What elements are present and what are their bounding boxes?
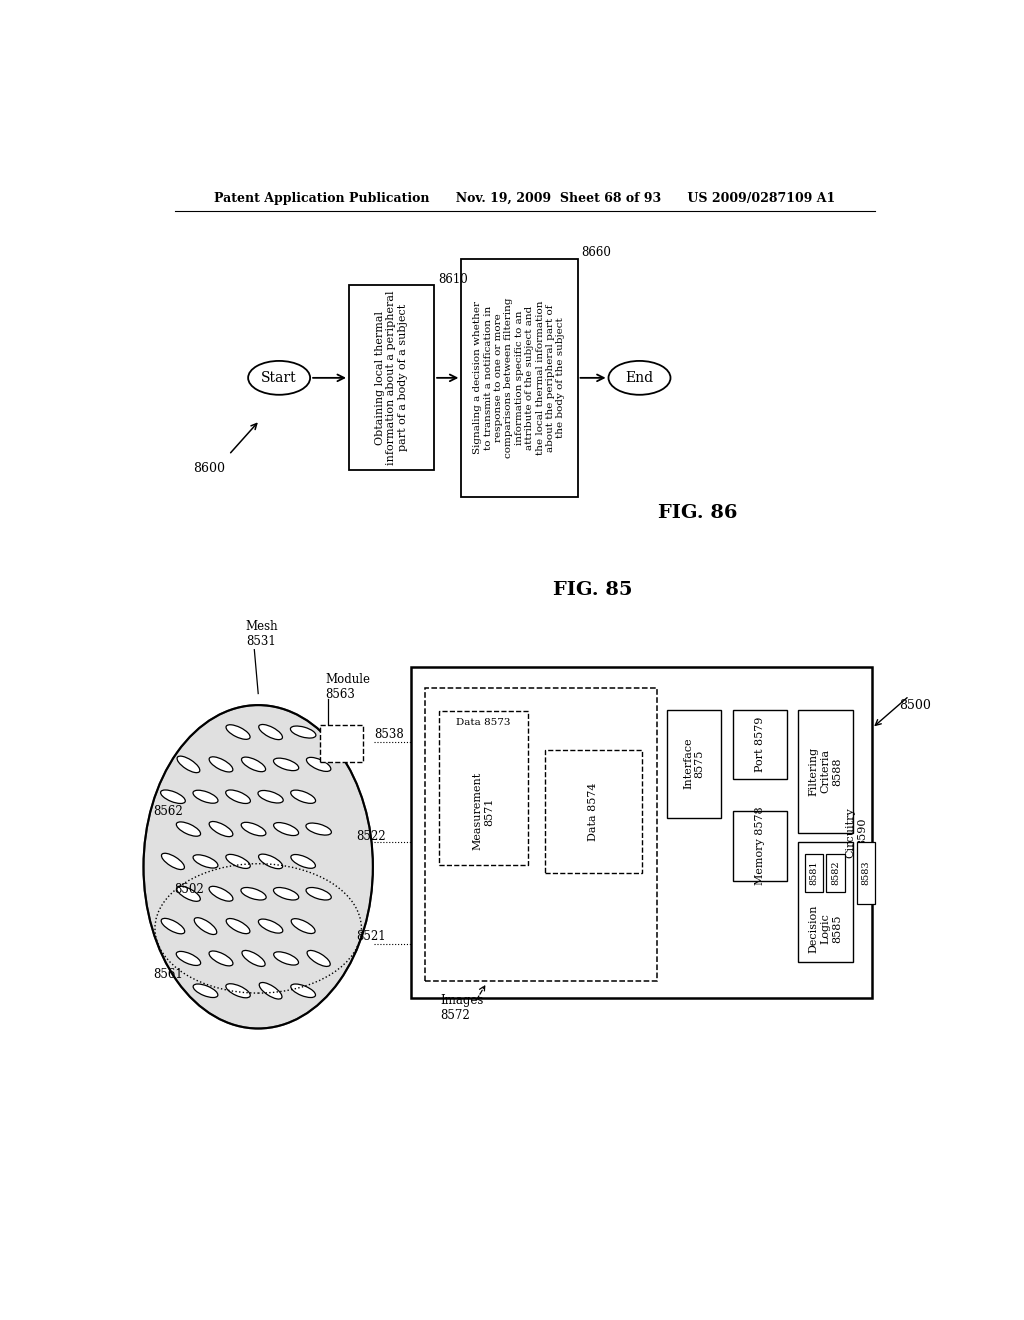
Ellipse shape: [241, 887, 266, 900]
Text: 8600: 8600: [194, 462, 225, 475]
Text: Circuitry
8590: Circuitry 8590: [846, 807, 867, 858]
Text: Data 8574: Data 8574: [589, 783, 598, 841]
Ellipse shape: [258, 919, 283, 933]
Ellipse shape: [209, 756, 232, 772]
Text: 8582: 8582: [831, 861, 840, 886]
Text: Interface
8575: Interface 8575: [683, 738, 705, 789]
Text: End: End: [626, 371, 653, 385]
Ellipse shape: [176, 952, 201, 965]
Ellipse shape: [226, 725, 250, 739]
Ellipse shape: [259, 725, 283, 739]
Ellipse shape: [242, 822, 266, 836]
Text: 8502: 8502: [174, 883, 204, 896]
Ellipse shape: [258, 854, 283, 869]
Text: Images
8572: Images 8572: [440, 994, 483, 1022]
Text: 8561: 8561: [153, 968, 182, 981]
Ellipse shape: [258, 791, 284, 803]
Text: Filtering
Criteria
8588: Filtering Criteria 8588: [809, 747, 842, 796]
Ellipse shape: [226, 983, 250, 998]
Ellipse shape: [225, 789, 251, 804]
Ellipse shape: [306, 887, 332, 900]
Text: Patent Application Publication      Nov. 19, 2009  Sheet 68 of 93      US 2009/0: Patent Application Publication Nov. 19, …: [214, 191, 836, 205]
Text: 8538: 8538: [375, 727, 404, 741]
Ellipse shape: [161, 789, 185, 804]
Ellipse shape: [608, 360, 671, 395]
Ellipse shape: [306, 758, 331, 771]
FancyBboxPatch shape: [856, 842, 876, 904]
Ellipse shape: [291, 854, 315, 869]
Ellipse shape: [143, 705, 373, 1028]
Ellipse shape: [273, 758, 299, 771]
Text: 8562: 8562: [153, 805, 182, 818]
Ellipse shape: [273, 822, 299, 836]
Text: Obtaining local thermal
information about a peripheral
part of a body of a subje: Obtaining local thermal information abou…: [375, 290, 409, 465]
FancyBboxPatch shape: [411, 667, 872, 998]
Ellipse shape: [193, 791, 218, 804]
FancyBboxPatch shape: [732, 812, 786, 880]
Ellipse shape: [209, 821, 232, 837]
Ellipse shape: [291, 919, 315, 933]
Ellipse shape: [177, 756, 200, 772]
Text: FIG. 86: FIG. 86: [657, 504, 737, 521]
Text: Port 8579: Port 8579: [755, 717, 765, 772]
FancyBboxPatch shape: [425, 688, 657, 981]
FancyBboxPatch shape: [805, 854, 823, 892]
Ellipse shape: [273, 952, 299, 965]
Ellipse shape: [273, 887, 299, 900]
Text: 8522: 8522: [356, 829, 386, 842]
Text: Start: Start: [261, 371, 297, 385]
Ellipse shape: [194, 983, 218, 998]
Text: 8583: 8583: [861, 861, 870, 886]
Ellipse shape: [209, 886, 232, 902]
Ellipse shape: [226, 919, 250, 933]
Ellipse shape: [248, 360, 310, 395]
Text: FIG. 85: FIG. 85: [553, 581, 633, 598]
Ellipse shape: [195, 917, 217, 935]
Ellipse shape: [291, 791, 315, 804]
Ellipse shape: [209, 950, 232, 966]
Text: 8581: 8581: [809, 861, 818, 886]
Ellipse shape: [291, 983, 315, 998]
Ellipse shape: [259, 982, 282, 999]
Ellipse shape: [306, 824, 332, 836]
Text: 8660: 8660: [582, 246, 611, 259]
FancyBboxPatch shape: [799, 710, 853, 833]
FancyBboxPatch shape: [799, 842, 853, 961]
FancyBboxPatch shape: [321, 725, 362, 762]
FancyBboxPatch shape: [667, 710, 721, 817]
FancyBboxPatch shape: [545, 750, 642, 873]
Text: 8610: 8610: [438, 273, 468, 286]
Ellipse shape: [242, 758, 265, 772]
Ellipse shape: [194, 855, 218, 869]
Text: Data 8573: Data 8573: [456, 718, 511, 727]
Text: Decision
Logic
8585: Decision Logic 8585: [809, 904, 842, 953]
Ellipse shape: [161, 919, 184, 933]
Text: 8521: 8521: [356, 929, 386, 942]
Ellipse shape: [307, 950, 330, 966]
FancyBboxPatch shape: [349, 285, 434, 470]
Ellipse shape: [291, 726, 315, 738]
Text: Mesh
8531: Mesh 8531: [246, 620, 279, 648]
Text: 8500: 8500: [899, 698, 931, 711]
Ellipse shape: [242, 950, 265, 966]
Text: Signaling a decision whether
to transmit a notification in
response to one or mo: Signaling a decision whether to transmit…: [473, 297, 565, 458]
Text: Measurement
8571: Measurement 8571: [472, 772, 495, 850]
Ellipse shape: [162, 853, 184, 870]
FancyBboxPatch shape: [461, 259, 578, 498]
FancyBboxPatch shape: [826, 854, 845, 892]
FancyBboxPatch shape: [732, 710, 786, 779]
Text: Memory 8578: Memory 8578: [755, 807, 765, 886]
Ellipse shape: [176, 886, 201, 902]
Text: Module
8563: Module 8563: [326, 673, 371, 701]
Ellipse shape: [176, 822, 201, 837]
Ellipse shape: [226, 854, 250, 869]
FancyBboxPatch shape: [438, 711, 528, 866]
